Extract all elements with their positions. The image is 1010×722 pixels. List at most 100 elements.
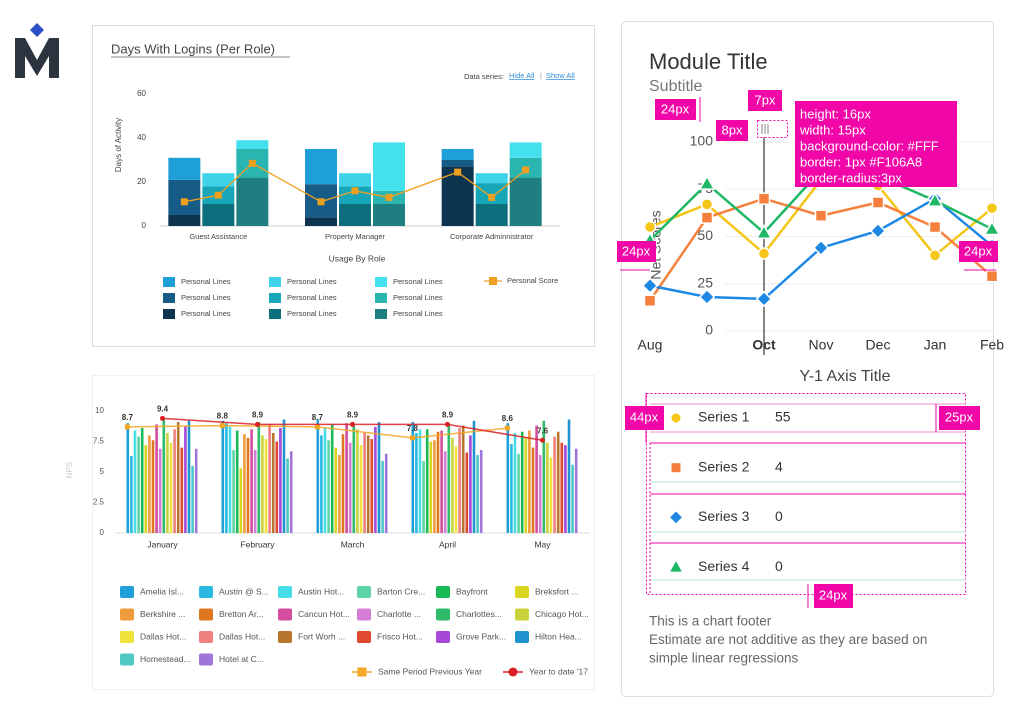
point: [314, 424, 320, 430]
legend-swatch: [120, 631, 134, 643]
point: [985, 201, 999, 215]
legend-label: Bayfront: [456, 586, 488, 596]
legend-label: Same Period Previous Year: [378, 666, 482, 676]
annotation-text: 44px: [630, 409, 659, 424]
bar: [461, 425, 465, 533]
bar: [275, 441, 279, 533]
bar: [235, 430, 239, 533]
y-tick-label: 50: [697, 227, 713, 243]
legend-swatch: [278, 631, 292, 643]
legend-swatch: [199, 608, 213, 621]
point: [180, 198, 188, 206]
bar: [535, 425, 538, 533]
bar-segment: [509, 177, 542, 226]
point: [488, 193, 496, 201]
bar: [250, 429, 253, 533]
bar: [169, 442, 173, 533]
legend-label: Personal Lines: [181, 309, 231, 318]
annotation: 8px: [716, 120, 748, 141]
x-tick-label: Feb: [980, 337, 1004, 353]
legend-label: Series 4: [698, 558, 750, 574]
bar-segment: [475, 204, 508, 226]
legend-label: Chicago Hot...: [535, 609, 589, 619]
bar-segment: [168, 157, 201, 180]
link[interactable]: Show All: [546, 71, 575, 80]
legend-label: Personal Lines: [287, 309, 337, 318]
point: [508, 667, 518, 677]
bar: [422, 461, 425, 533]
bar: [221, 420, 225, 533]
bar: [560, 442, 564, 533]
point: [255, 421, 260, 427]
bar: [556, 431, 560, 533]
legend-label: Bretton Ar...: [219, 609, 263, 619]
y-tick-label: 25: [697, 274, 713, 290]
bar: [531, 447, 535, 533]
tooltip-line: background-color: #FFF: [800, 138, 939, 153]
link[interactable]: Hide All: [509, 71, 535, 80]
legend-swatch: [357, 631, 371, 643]
bar: [341, 434, 345, 533]
bar: [451, 437, 454, 533]
y-tick-label: 60: [137, 89, 146, 98]
legend-value: 0: [775, 558, 783, 574]
legend-swatch: [269, 309, 281, 319]
point: [700, 211, 714, 224]
legend-label: Personal Lines: [393, 309, 443, 318]
tooltip: height: 16px width: 15px background-colo…: [795, 101, 957, 187]
point: [248, 159, 256, 167]
chart-footer: Estimate are not additive as they are ba…: [649, 632, 927, 647]
data-label: 7.6: [537, 426, 549, 435]
point: [928, 249, 942, 262]
bar-segment: [305, 149, 337, 185]
bar: [425, 429, 429, 533]
annotation: 25px: [939, 406, 980, 430]
legend-swatch: [199, 631, 213, 643]
x-tick-label: April: [439, 539, 456, 549]
point: [351, 187, 359, 195]
bar: [465, 452, 469, 533]
x-tick-label: Jan: [924, 337, 947, 353]
y-tick-label: 5: [100, 467, 105, 476]
bar: [472, 420, 476, 533]
y-tick-label: 2.5: [93, 498, 105, 507]
legend-label: Series 2: [698, 458, 750, 474]
bar: [510, 443, 513, 533]
bar: [443, 451, 447, 533]
legend-label: Austin @ S...: [219, 586, 269, 596]
point: [983, 220, 1001, 236]
point: [757, 247, 771, 260]
annotation-text: 24px: [622, 243, 651, 258]
x-tick-label: March: [341, 539, 365, 549]
legend-label: Cancun Hot...: [298, 609, 350, 619]
point: [643, 220, 657, 234]
annotation-text: 24px: [964, 243, 993, 258]
legend-label: Personal Lines: [181, 277, 231, 286]
bar: [194, 448, 198, 533]
point: [871, 196, 885, 209]
data-label: 7.8: [407, 424, 419, 433]
bar: [528, 430, 531, 533]
bar: [184, 425, 187, 533]
bar: [316, 419, 320, 533]
bar-segment: [509, 142, 542, 158]
x-tick-label: May: [534, 539, 551, 549]
point: [350, 421, 355, 427]
bar: [553, 436, 556, 533]
bar: [538, 454, 542, 533]
bar: [571, 464, 574, 533]
bar: [574, 448, 578, 533]
legend-swatch: [436, 631, 450, 643]
x-tick-label: Aug: [638, 337, 663, 353]
logo: [15, 23, 59, 78]
legend-swatch: [120, 586, 134, 598]
bar: [191, 465, 194, 533]
y-tick-label: 40: [137, 133, 146, 142]
bar: [429, 441, 433, 533]
bar: [327, 440, 330, 533]
bar: [279, 428, 282, 533]
y-tick-label: 0: [100, 528, 105, 537]
bar: [348, 442, 352, 533]
